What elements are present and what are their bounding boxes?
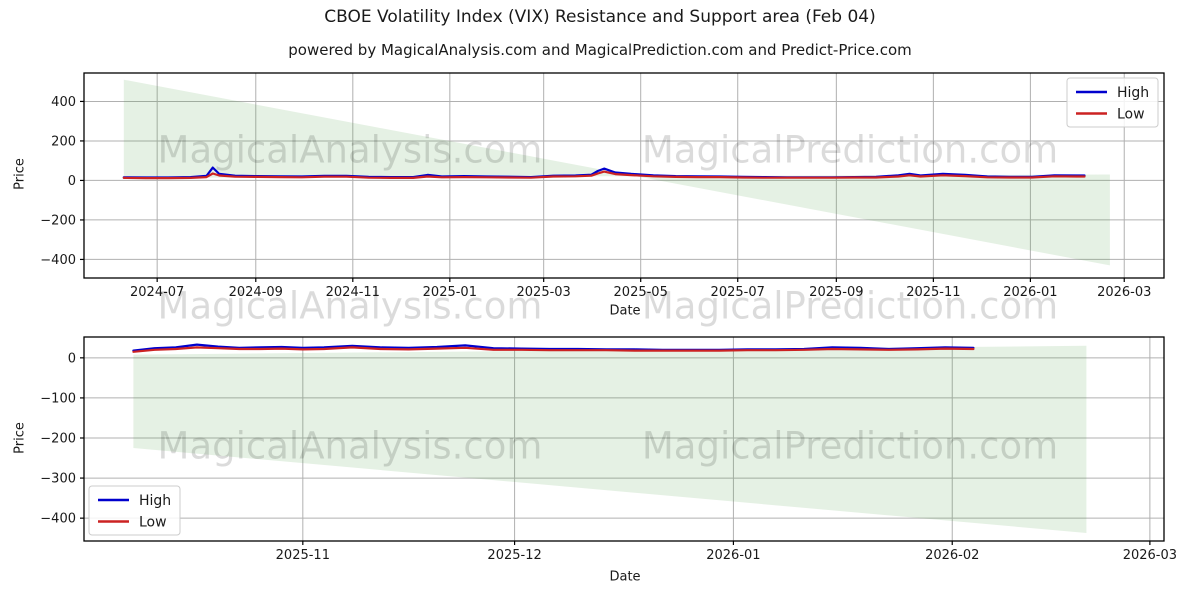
y-tick-label: 0 [68, 351, 76, 366]
y-tick-label: −400 [40, 512, 76, 527]
y-tick-label: −200 [40, 213, 76, 228]
y-tick-label: −300 [40, 472, 76, 487]
y-tick-label: −200 [40, 431, 76, 446]
x-tick-label: 2024-11 [326, 285, 380, 300]
y-axis-label-top: Price [12, 158, 28, 190]
x-tick-label: 2026-01 [706, 548, 760, 563]
x-tick-label: 2025-12 [487, 548, 541, 563]
x-tick-label: 2024-07 [130, 285, 184, 300]
resistance-support-area [133, 345, 1087, 533]
x-tick-label: 2025-11 [906, 285, 960, 300]
axes-frame [83, 72, 1165, 279]
x-tick-label: 2025-03 [517, 285, 571, 300]
y-tick-label: 0 [68, 174, 76, 189]
chart-subtitle: powered by MagicalAnalysis.com and Magic… [288, 41, 912, 59]
x-tick-label: 2024-09 [229, 285, 283, 300]
legend: High Low [88, 485, 181, 536]
x-tick-label: 2025-07 [711, 285, 765, 300]
y-tick-label: 200 [51, 134, 76, 149]
top-price-chart: 2024-07 2024-09 2024-11 2025-01 2025-03 2025-… [40, 72, 1165, 300]
legend-low-label: Low [139, 515, 167, 531]
y-tick-label: 400 [51, 95, 76, 110]
x-axis-label-bottom: Date [609, 569, 641, 585]
low-line [132, 346, 975, 353]
y-axis-label-bottom: Price [12, 422, 28, 454]
legend-high-label: High [139, 493, 171, 509]
resistance-support-area [123, 79, 1110, 266]
x-tick-label: 2026-03 [1123, 548, 1177, 563]
chart-title: CBOE Volatility Index (VIX) Resistance a… [324, 7, 876, 27]
y-tick-label: −100 [40, 391, 76, 406]
x-axis-label-top: Date [609, 303, 641, 319]
high-line [132, 343, 975, 352]
legend-low-label: Low [1117, 107, 1145, 123]
x-tick-label: 2026-03 [1097, 285, 1151, 300]
x-tick-label: 2025-01 [423, 285, 477, 300]
low-line [122, 170, 1086, 180]
x-tick-label: 2026-02 [925, 548, 979, 563]
bottom-price-chart: 2025-11 2025-12 2026-01 2026-02 2026-03 0 −100… [40, 336, 1177, 563]
x-tick-label: 2025-11 [276, 548, 330, 563]
y-tick-label: −400 [40, 253, 76, 268]
legend-high-label: High [1117, 85, 1149, 101]
legend: High Low [1066, 77, 1159, 128]
x-tick-label: 2025-09 [809, 285, 863, 300]
x-tick-label: 2025-05 [614, 285, 668, 300]
x-tick-label: 2026-01 [1003, 285, 1057, 300]
axes-frame [83, 336, 1165, 542]
